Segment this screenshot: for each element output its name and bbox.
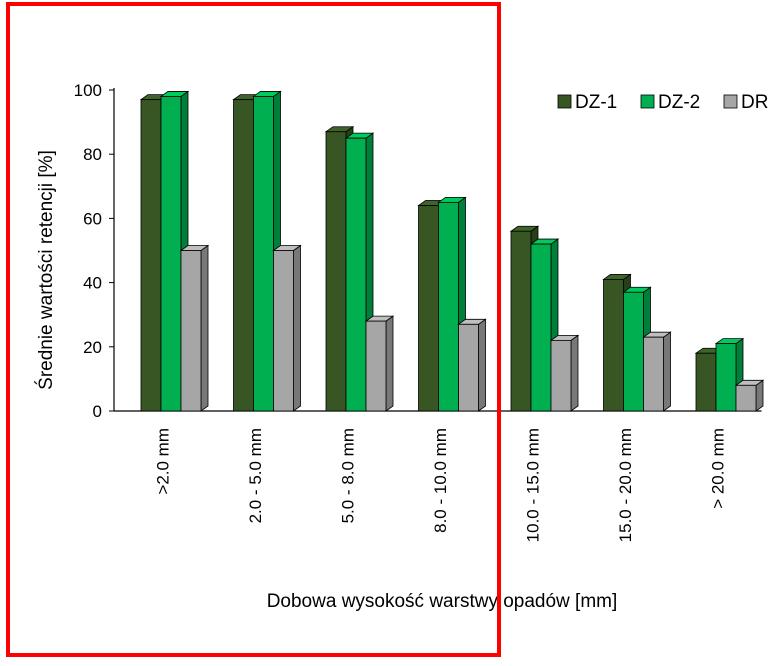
legend-item: DR — [723, 92, 768, 113]
bars — [139, 90, 765, 412]
x-tick-label: 10.0 - 15.0 mm — [523, 428, 542, 542]
legend-item: DZ-2 — [640, 92, 700, 113]
y-tick-label: 20 — [83, 338, 102, 357]
x-tick-label: 8.0 - 10.0 mm — [431, 428, 450, 533]
bar — [272, 244, 302, 412]
legend-swatch — [557, 94, 572, 109]
x-tick-label: 5.0 - 8.0 mm — [338, 428, 357, 523]
y-tick-label: 100 — [74, 81, 102, 100]
x-tick-labels: >2.0 mm 2.0 - 5.0 mm 5.0 - 8.0 mm 8.0 - 10.… — [153, 428, 727, 542]
bar — [364, 315, 395, 412]
bar — [549, 334, 580, 412]
legend-label: DZ-1 — [575, 92, 617, 113]
legend-swatch — [723, 94, 738, 109]
x-tick-label: > 20.0 mm — [708, 428, 727, 509]
y-tick-label: 40 — [83, 274, 102, 293]
legend-item: DZ-1 — [557, 92, 617, 113]
y-tick-labels: 0 20 40 60 80 100 — [74, 81, 102, 421]
x-axis-label: Dobowa wysokość warstwy opadów [mm] — [267, 591, 618, 612]
x-tick-label: 15.0 - 20.0 mm — [616, 428, 635, 542]
bar — [179, 244, 210, 412]
x-tick-label: 2.0 - 5.0 mm — [246, 428, 265, 523]
bar — [642, 331, 672, 412]
y-axis-label: Średnie wartości retencji [%] — [35, 150, 57, 390]
y-tick-label: 0 — [93, 402, 102, 421]
y-tick-label: 80 — [83, 145, 102, 164]
bar — [734, 379, 765, 412]
legend-label: DR — [741, 92, 768, 113]
legend: DZ-1 DZ-2 DR — [557, 92, 768, 113]
legend-label: DZ-2 — [658, 92, 700, 113]
x-tick-label: >2.0 mm — [153, 428, 172, 495]
legend-swatch — [640, 94, 655, 109]
y-tick-label: 60 — [83, 209, 102, 228]
bar — [457, 318, 487, 412]
